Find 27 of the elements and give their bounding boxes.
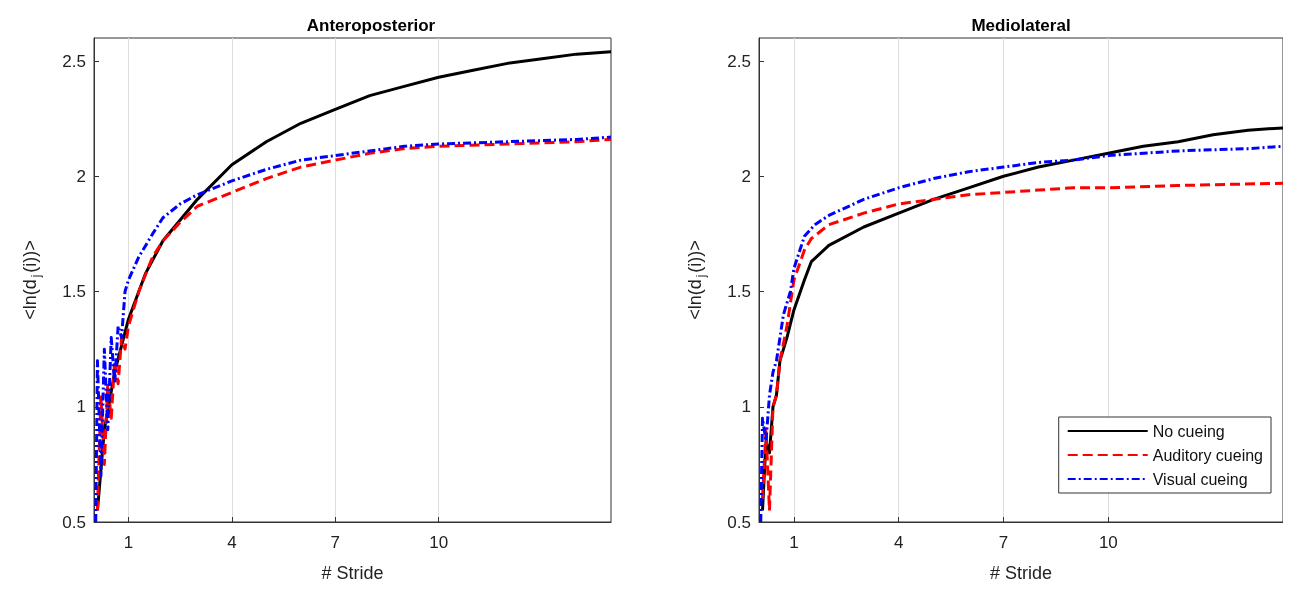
x-tick-label: 10 bbox=[429, 533, 449, 552]
legend-label: No cueing bbox=[1152, 422, 1225, 440]
y-axis-title: <ln(dj(i))> bbox=[20, 240, 43, 320]
y-tick-label: 2.5 bbox=[727, 51, 751, 71]
y-tick-label: 1 bbox=[741, 397, 751, 417]
y-tick-label: 2.5 bbox=[62, 51, 86, 71]
legend-label: Auditory cueing bbox=[1152, 446, 1264, 464]
x-tick-label: 7 bbox=[330, 533, 340, 552]
x-tick-label: 4 bbox=[894, 533, 904, 552]
y-tick-label: 2 bbox=[76, 166, 86, 186]
y-tick-label: 1.5 bbox=[62, 282, 86, 302]
chart-title: Mediolateral bbox=[971, 16, 1071, 35]
y-tick-label: 0.5 bbox=[727, 512, 751, 532]
x-tick-label: 4 bbox=[227, 533, 237, 552]
y-tick-label: 1.5 bbox=[727, 282, 751, 302]
chart-title: Anteroposterior bbox=[306, 16, 436, 35]
y-tick-label: 2 bbox=[741, 166, 751, 186]
x-axis-title: # Stride bbox=[321, 563, 384, 583]
y-axis-title: <ln(dj(i))> bbox=[685, 240, 708, 320]
x-tick-label: 1 bbox=[789, 533, 799, 552]
legend-label: Visual cueing bbox=[1152, 470, 1248, 488]
x-axis-title: # Stride bbox=[989, 563, 1053, 583]
x-tick-label: 7 bbox=[998, 533, 1009, 552]
y-tick-label: 0.5 bbox=[62, 512, 86, 532]
x-tick-label: 1 bbox=[123, 533, 134, 552]
x-tick-label: 10 bbox=[1098, 533, 1118, 552]
y-tick-label: 1 bbox=[76, 397, 86, 417]
